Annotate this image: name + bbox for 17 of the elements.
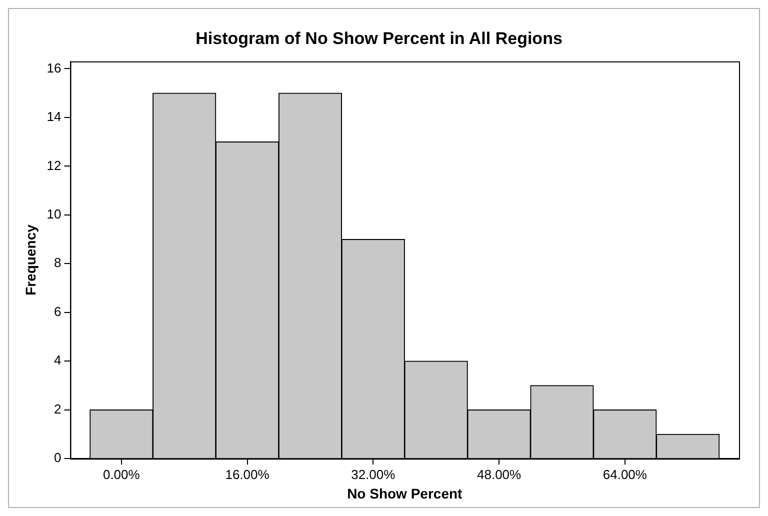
x-tick-label: 48.00% [476, 466, 522, 482]
chart-title: Histogram of No Show Percent in All Regions [196, 28, 562, 48]
y-tick-label: 2 [54, 401, 62, 416]
x-tick-label: 0.00% [102, 466, 140, 482]
y-tick-label: 16 [46, 60, 62, 76]
y-tick-label: 8 [54, 255, 62, 270]
y-tick-label: 14 [46, 109, 62, 124]
y-tick-label: 4 [54, 352, 62, 368]
y-tick-label: 6 [54, 304, 62, 319]
x-axis-title: No Show Percent [347, 485, 463, 502]
x-tick-label: 32.00% [351, 466, 396, 482]
y-tick-label: 12 [46, 158, 62, 173]
y-tick-label: 0 [54, 450, 62, 466]
x-tick-label: 16.00% [225, 466, 270, 482]
y-axis-title: Frequency [22, 224, 38, 296]
x-tick-label: 64.00% [602, 466, 648, 482]
y-tick-label: 10 [46, 206, 62, 222]
